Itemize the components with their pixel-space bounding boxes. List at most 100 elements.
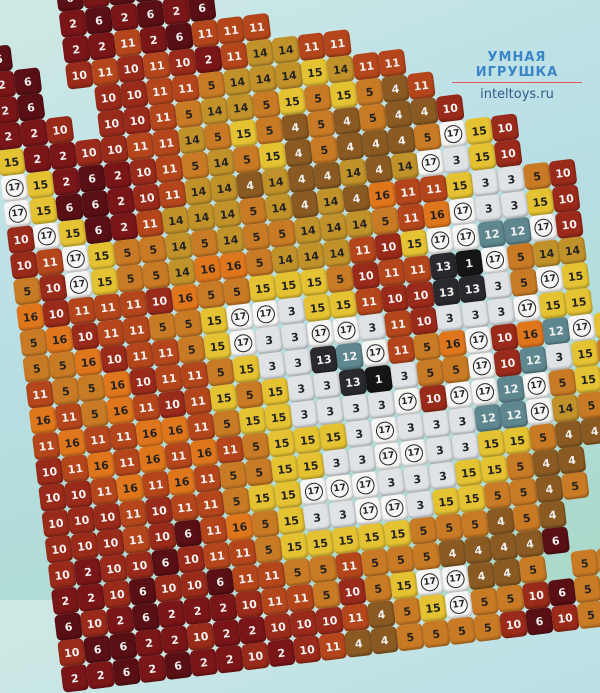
mosaic-cell: 14 (226, 93, 255, 122)
mosaic-cell: 11 (191, 19, 220, 48)
cell-number: 10 (106, 352, 123, 367)
cell-number: 16 (374, 188, 391, 203)
cell-number: 5 (222, 417, 231, 431)
empty-cell (555, 1, 584, 30)
cell-number: 5 (61, 384, 70, 398)
empty-cell (542, 107, 571, 136)
mosaic-cell: 10 (493, 349, 522, 378)
mosaic-cell: 3 (474, 194, 503, 223)
cell-number: 11 (190, 394, 207, 409)
mosaic-cell: 15 (390, 571, 419, 600)
mosaic-cell: 5 (509, 478, 538, 507)
mosaic-cell: 5 (77, 374, 106, 403)
cell-number: 10 (151, 294, 168, 309)
mosaic-cell: 13 (432, 278, 461, 307)
mosaic-cell: 11 (193, 464, 222, 493)
cell-number: 10 (499, 356, 516, 371)
mosaic-cell: 11 (122, 525, 151, 554)
cell-number: 14 (222, 233, 239, 248)
mosaic-cell: 5 (113, 238, 142, 267)
cell-number: 4 (542, 456, 551, 470)
cell-number: 17 (5, 178, 25, 198)
cell-number: 15 (209, 339, 226, 354)
cell-number: 5 (528, 563, 537, 577)
cell-number: 1 (374, 372, 383, 386)
cell-number: 6 (551, 534, 560, 548)
cell-number: 5 (381, 214, 390, 228)
mosaic-cell: 16 (438, 329, 467, 358)
mosaic-cell: 11 (91, 58, 120, 87)
mosaic-cell: 5 (573, 575, 600, 604)
empty-cell (516, 110, 545, 139)
cell-number: 11 (390, 317, 407, 332)
cell-number: 15 (235, 126, 252, 141)
mosaic-cell: 10 (39, 274, 68, 303)
cell-number: 2 (97, 39, 106, 53)
mosaic-cell: 10 (145, 287, 174, 316)
mosaic-cell: 17 (251, 300, 280, 329)
mosaic-cell: 15 (264, 403, 293, 432)
cell-number: 5 (483, 621, 492, 635)
mosaic-cell: 11 (152, 129, 181, 158)
mosaic-cell: 6 (174, 519, 203, 548)
mosaic-cell: 1 (364, 365, 393, 394)
cell-number: 5 (207, 78, 216, 92)
mosaic-cell: 11 (257, 561, 286, 590)
cell-number: 6 (119, 639, 128, 653)
mosaic-cell: 17 (445, 381, 474, 410)
mosaic-cell: 15 (0, 148, 26, 177)
mosaic-cell: 16 (106, 396, 135, 425)
cell-number: 17 (69, 275, 89, 295)
mosaic-cell: 4 (535, 475, 564, 504)
cell-number: 5 (406, 630, 415, 644)
mosaic-cell: 2 (23, 145, 52, 174)
mosaic-cell: 12 (542, 317, 571, 346)
cell-number: 11 (197, 26, 214, 41)
cell-number: 15 (460, 465, 477, 480)
mosaic-cell: 11 (318, 632, 347, 661)
mosaic-cell: 5 (412, 542, 441, 571)
mosaic-cell: 2 (88, 32, 117, 61)
cell-number: 10 (299, 642, 316, 657)
mosaic-cell: 10 (45, 116, 74, 145)
mosaic-cell: 10 (120, 80, 149, 109)
mosaic-cell: 2 (160, 625, 189, 654)
cell-number: 2 (68, 17, 77, 31)
cell-number: 15 (96, 274, 113, 289)
cell-number: 2 (116, 194, 125, 208)
mosaic-cell: 17 (444, 590, 473, 619)
mosaic-cell: 4 (344, 629, 373, 658)
mosaic-cell: 11 (119, 290, 148, 319)
mosaic-cell: 16 (219, 251, 248, 280)
cell-number: 10 (247, 649, 264, 664)
mosaic-cell: 3 (303, 503, 332, 532)
mosaic-cell: 5 (245, 458, 274, 487)
mosaic-cell: 10 (315, 606, 344, 635)
mosaic-cell: 5 (519, 555, 548, 584)
mosaic-cell: 2 (110, 3, 139, 32)
mosaic-cell: 11 (122, 316, 151, 345)
cell-number: 15 (464, 491, 481, 506)
mosaic-cell: 14 (187, 203, 216, 232)
mosaic-cell: 10 (132, 183, 161, 212)
cell-number: 17 (230, 307, 250, 327)
cell-number: 15 (438, 494, 455, 509)
cell-number: 11 (138, 400, 155, 415)
empty-cell (587, 259, 600, 288)
empty-cell (452, 13, 481, 42)
mosaic-cell: 4 (580, 417, 600, 446)
mosaic-cell: 15 (574, 365, 600, 394)
cell-number: 16 (80, 355, 97, 370)
cell-number: 5 (313, 91, 322, 105)
mosaic-cell: 15 (274, 480, 303, 509)
cell-number: 11 (161, 371, 178, 386)
cell-number: 14 (303, 249, 320, 264)
cell-number: 3 (351, 401, 360, 415)
cell-number: 5 (374, 582, 383, 596)
mosaic-cell: 5 (197, 280, 226, 309)
cell-number: 10 (70, 487, 87, 502)
cell-number: 5 (519, 276, 528, 290)
mosaic-cell: 14 (161, 206, 190, 235)
cell-number: 15 (451, 178, 468, 193)
cell-number: 17 (37, 226, 57, 246)
